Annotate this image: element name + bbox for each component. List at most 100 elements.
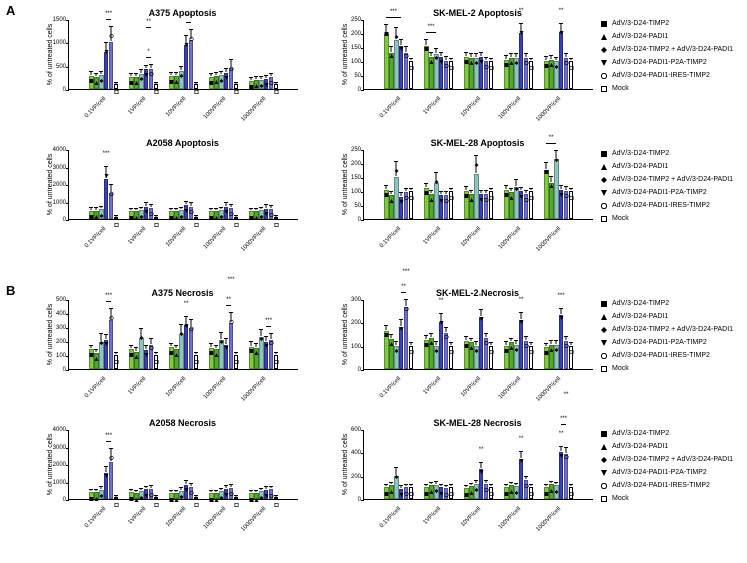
- data-marker: [270, 204, 273, 207]
- bar: [219, 340, 223, 369]
- diamond-icon: [600, 46, 608, 54]
- bar: [484, 484, 488, 499]
- legend-label: Mock: [612, 493, 629, 505]
- legend-label: Mock: [612, 83, 629, 95]
- data-marker: [175, 207, 178, 210]
- data-marker: [490, 483, 493, 486]
- significance-label: *: [147, 49, 149, 55]
- bar: [544, 170, 548, 219]
- data-marker: [550, 339, 553, 342]
- data-marker: [220, 331, 223, 334]
- bar: [524, 341, 528, 369]
- plot-area: *************: [68, 300, 298, 370]
- chart-a2058-apoptosis: A2058 Apoptosis***% of untreated cells01…: [40, 138, 325, 220]
- xtick: 100VP/cell: [203, 506, 228, 531]
- data-marker: [435, 480, 438, 483]
- data-marker: [520, 311, 523, 314]
- bar: [259, 337, 263, 369]
- legend-item: AdV/3-D24-TIMP2: [600, 428, 733, 440]
- bar: [484, 61, 488, 89]
- xtick: 100VP/cell: [498, 226, 523, 251]
- xtick: 1000VP/cell: [240, 226, 267, 253]
- bar: [514, 486, 518, 499]
- bar: [89, 349, 93, 369]
- bar: [569, 61, 573, 89]
- data-marker: [90, 70, 93, 73]
- bar: [179, 71, 183, 89]
- bar: [224, 489, 228, 499]
- ytick: 0: [341, 497, 361, 503]
- bar: [234, 497, 238, 499]
- bar: [509, 192, 513, 219]
- data-marker: [95, 206, 98, 209]
- bar: [104, 179, 108, 219]
- data-marker: [265, 203, 268, 206]
- xtick: 0.1VP/cell: [379, 226, 402, 249]
- data-marker: [210, 72, 213, 75]
- bar: [224, 345, 228, 370]
- data-marker: [470, 189, 473, 192]
- bar: [449, 191, 453, 219]
- data-marker: [225, 337, 228, 340]
- data-marker: [530, 57, 533, 60]
- data-marker: [150, 203, 153, 206]
- data-marker: [220, 487, 223, 490]
- bar: [564, 58, 568, 89]
- bar-group: [464, 150, 494, 219]
- bar: [564, 341, 568, 369]
- xtick: 10VP/cell: [165, 226, 187, 248]
- ytick: 400: [341, 450, 361, 456]
- bar: [174, 349, 178, 369]
- bar: [469, 342, 473, 369]
- bar: [134, 352, 138, 370]
- xtick: 1000VP/cell: [535, 506, 562, 533]
- bar: [474, 174, 478, 219]
- bar: [439, 195, 443, 219]
- bar: [439, 322, 443, 369]
- ytick: 100: [46, 353, 66, 359]
- data-marker: [250, 340, 253, 343]
- bar: [509, 58, 513, 89]
- bar: [489, 346, 493, 369]
- bar: [409, 346, 413, 369]
- data-marker: [265, 335, 268, 338]
- legend-item: AdV/3-D24-PADI1: [600, 441, 733, 453]
- data-marker: [115, 351, 118, 354]
- bar: [174, 76, 178, 89]
- ytick: 100: [341, 344, 361, 350]
- legend-label: AdV/3-D24-TIMP2 + AdV/3-D24-PADI1: [612, 324, 733, 336]
- bar-group: [504, 300, 534, 369]
- bar: [129, 77, 133, 89]
- data-marker: [470, 337, 473, 340]
- bar-group: [89, 20, 119, 89]
- ytick: 250: [341, 17, 361, 23]
- data-marker: [190, 28, 193, 31]
- data-marker: [400, 484, 403, 487]
- legend-item: AdV/3-D24-PADI1-P2A-TIMP2: [600, 57, 733, 69]
- bar: [479, 194, 483, 219]
- data-marker: [170, 342, 173, 345]
- data-marker: [210, 342, 213, 345]
- xtick: 1VP/cell: [422, 376, 442, 396]
- section-b-label: B: [6, 283, 15, 298]
- data-marker: [505, 54, 508, 57]
- xtick: 1000VP/cell: [240, 376, 267, 403]
- chart-sk-mel-2-necrosis: SK-MEL-2 Necrosis**************% of untr…: [335, 288, 620, 370]
- data-marker: [490, 57, 493, 60]
- bar: [169, 347, 173, 369]
- data-marker: [145, 344, 148, 347]
- y-axis-label: % of untreated cells: [47, 24, 54, 85]
- legend-item: Mock: [600, 363, 733, 375]
- bar: [514, 345, 518, 370]
- legend-label: Mock: [612, 213, 629, 225]
- bar: [89, 492, 93, 499]
- legend-item: AdV/3-D24-PADI1-P2A-TIMP2: [600, 337, 733, 349]
- bar: [109, 462, 113, 499]
- data-marker: [155, 214, 158, 217]
- diamond-icon: [600, 326, 608, 334]
- bar: [234, 355, 238, 369]
- bar-group: [464, 300, 494, 369]
- bar: [569, 487, 573, 499]
- bar: [469, 58, 473, 89]
- chart-title: SK-MEL-2 Necrosis: [335, 288, 620, 298]
